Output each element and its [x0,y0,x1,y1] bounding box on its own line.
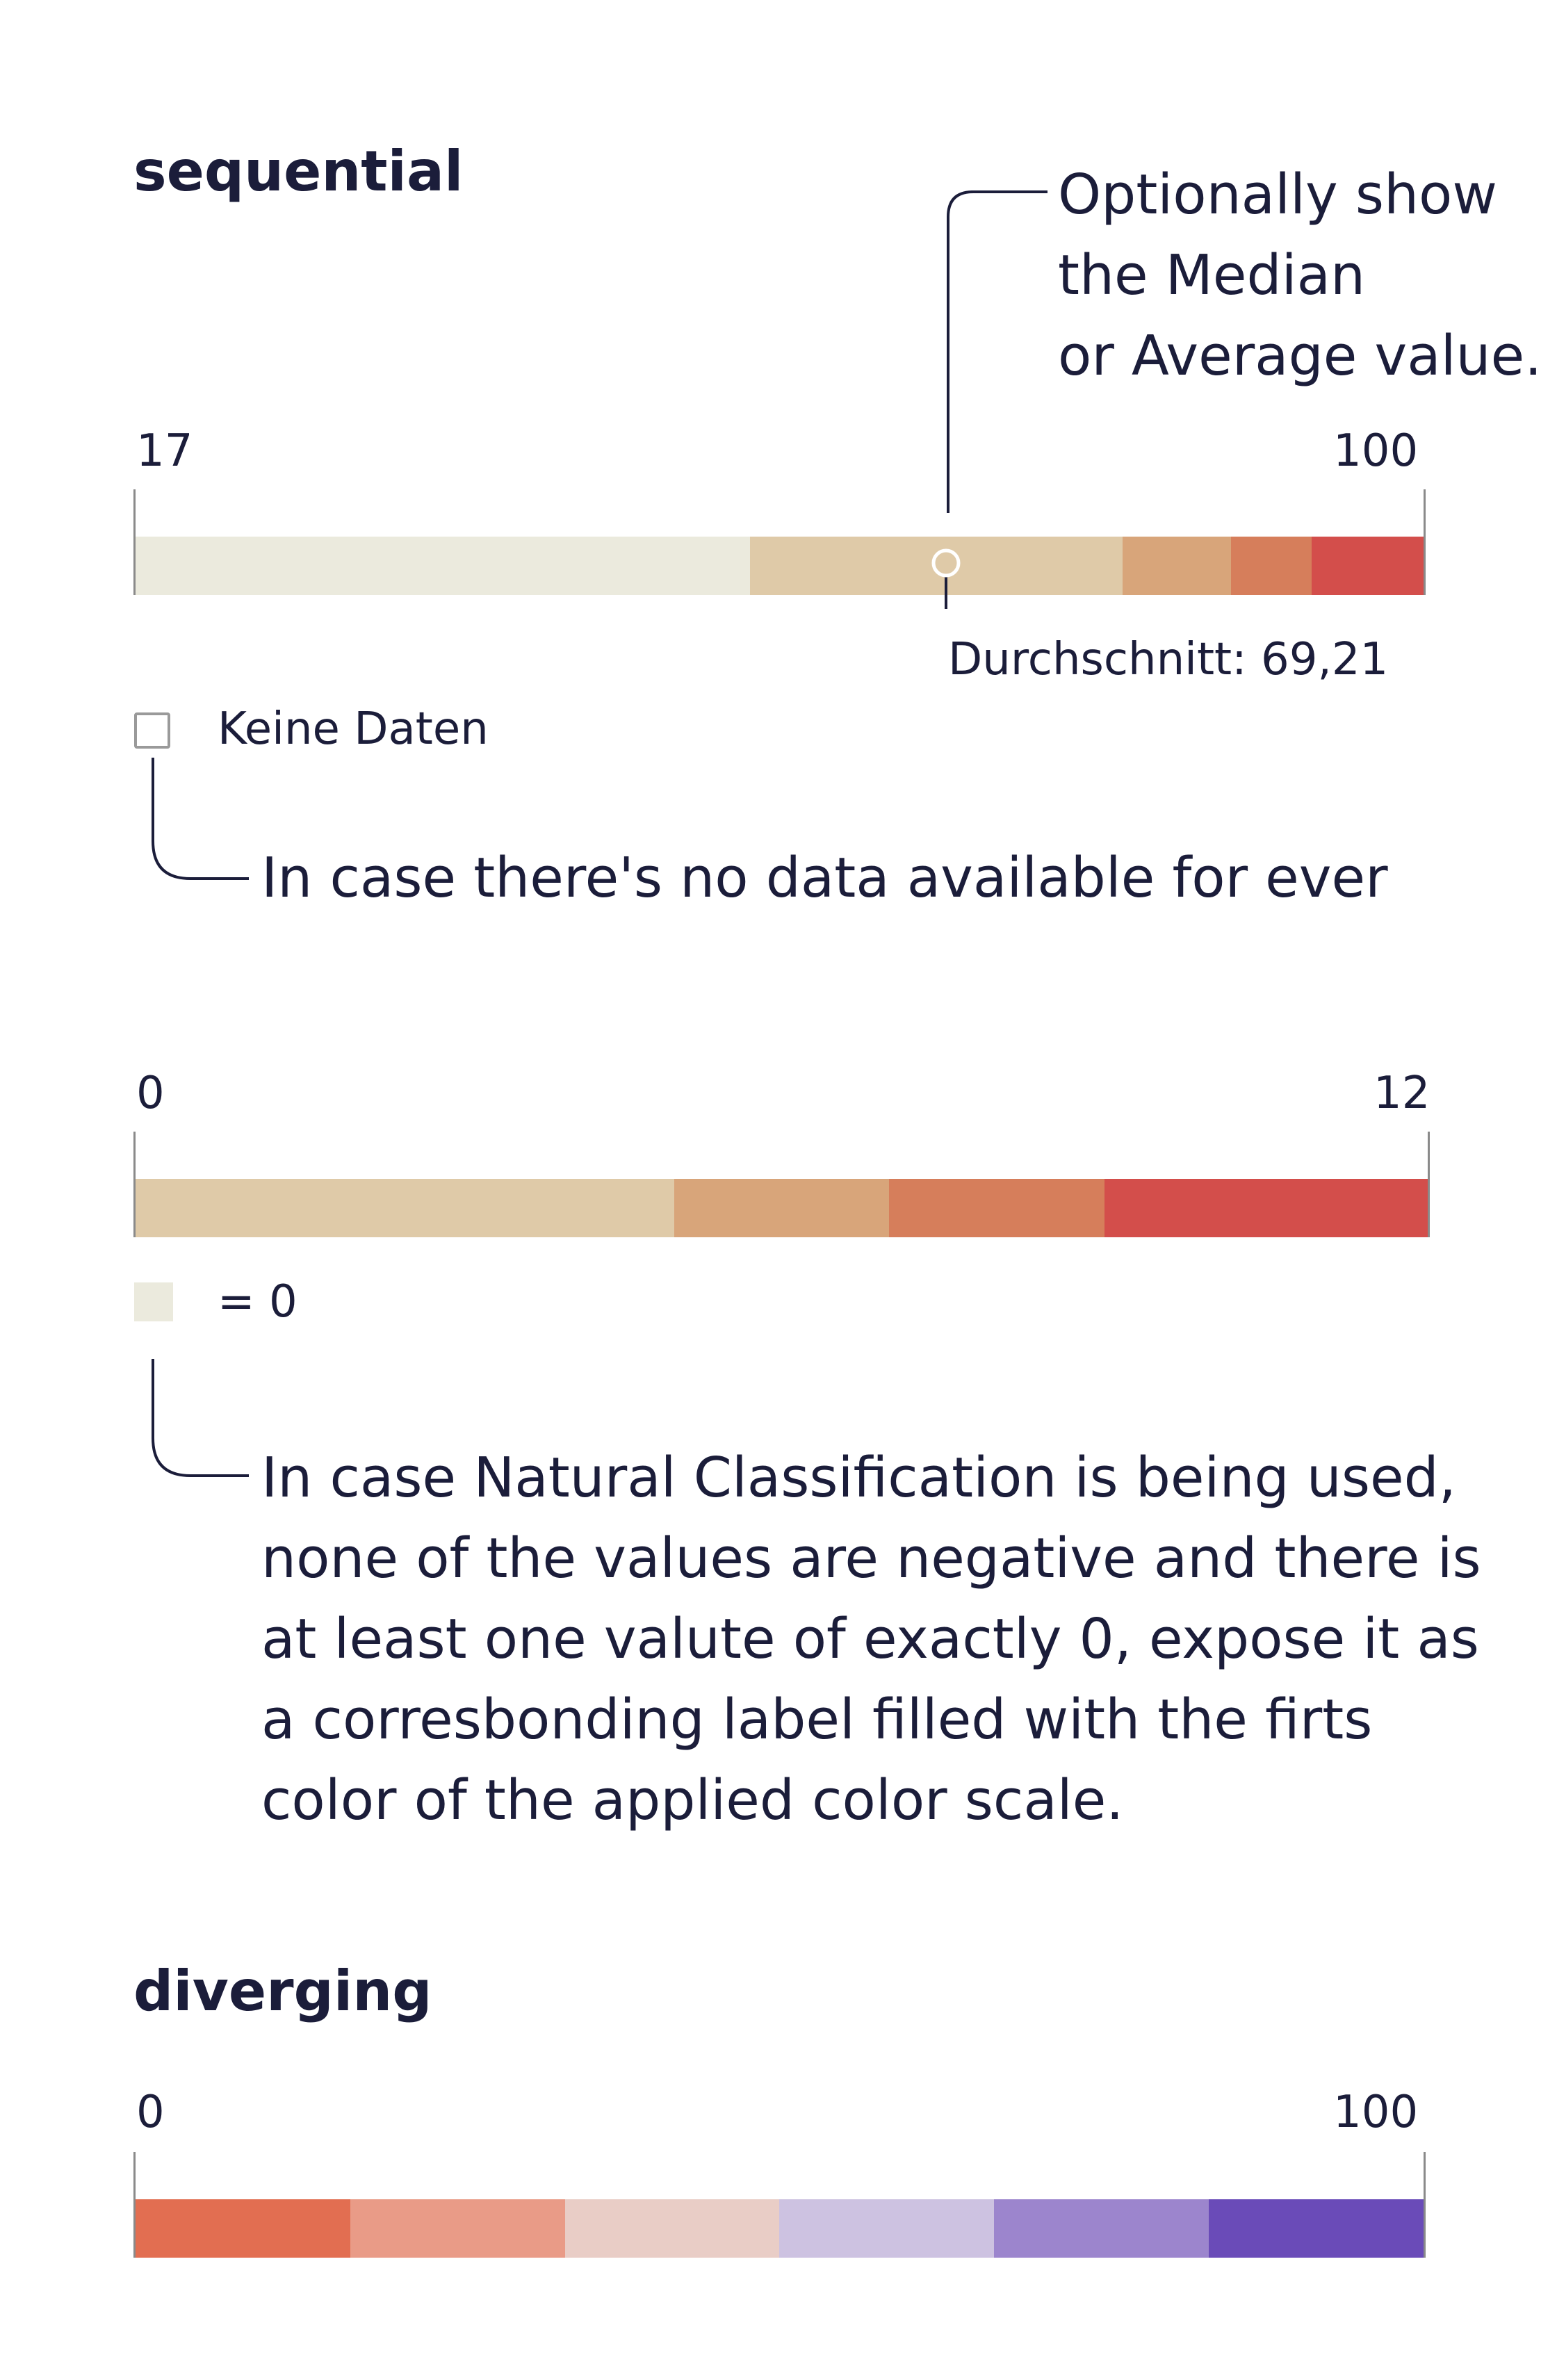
diverging-segment-3 [564,2199,780,2258]
natural-left-end-tick [133,1132,136,1237]
diverging-segment-5 [994,2199,1209,2258]
median-callout-line [947,190,1047,513]
median-annotation-line-2: the Median [1058,243,1366,307]
sequential-segment-5 [1312,537,1424,595]
natural-max-label: 12 [1373,1068,1430,1119]
sequential-segment-1 [136,537,751,595]
natural-segment-3 [889,1179,1105,1237]
median-annotation-line-1: Optionally show [1058,163,1497,227]
diverging-scale [133,2152,1428,2260]
zero-callout-line [152,1359,249,1477]
natural-right-end-tick [1428,1132,1430,1237]
average-label: Durchschnitt: 69,21 [948,634,1389,685]
diverging-heading: diverging [133,1959,432,2023]
diverging-right-end-tick [1424,2152,1426,2258]
median-annotation-line-3: or Average value. [1058,324,1542,388]
diverging-max-label: 100 [1333,2087,1419,2138]
median-annotation: Optionally show the Median or Average va… [1058,154,1542,396]
zero-value-swatch [134,1282,173,1321]
natural-annotation: In case Natural Classification is being … [261,1437,1481,1841]
sequential-min-label: 17 [136,425,193,477]
sequential-color-bar [136,537,1424,595]
sequential-max-label: 100 [1333,425,1419,477]
sequential-segment-3 [1122,537,1232,595]
sequential-scale [133,489,1426,598]
natural-annotation-line-5: color of the applied color scale. [261,1768,1124,1832]
natural-scale [133,1132,1432,1240]
natural-annotation-line-3: at least one valute of exactly 0, expose… [261,1607,1479,1671]
natural-annotation-line-2: none of the values are negative and ther… [261,1526,1481,1590]
no-data-label: Keine Daten [218,703,489,755]
no-data-callout-line [152,758,249,880]
diverging-segment-1 [136,2199,350,2258]
natural-segment-1 [136,1179,674,1237]
natural-color-bar [136,1179,1428,1237]
natural-annotation-line-1: In case Natural Classification is being … [261,1446,1456,1510]
diverging-color-bar [136,2199,1424,2258]
average-marker [931,548,961,609]
natural-annotation-line-4: a corresbonding label filled with the fi… [261,1688,1373,1752]
sequential-right-end-tick [1424,489,1426,595]
diverging-segment-6 [1209,2199,1424,2258]
sequential-left-end-tick [133,489,136,595]
diverging-left-end-tick [133,2152,136,2258]
natural-segment-2 [674,1179,890,1237]
diverging-min-label: 0 [136,2087,165,2138]
zero-value-label: = 0 [218,1276,297,1328]
no-data-swatch [134,712,170,749]
natural-segment-4 [1104,1179,1428,1237]
diverging-segment-4 [779,2199,995,2258]
sequential-segment-4 [1231,537,1312,595]
no-data-annotation: In case there's no data available for ev… [261,846,1388,910]
sequential-heading: sequential [133,139,464,204]
natural-min-label: 0 [136,1068,165,1119]
diverging-segment-2 [350,2199,565,2258]
